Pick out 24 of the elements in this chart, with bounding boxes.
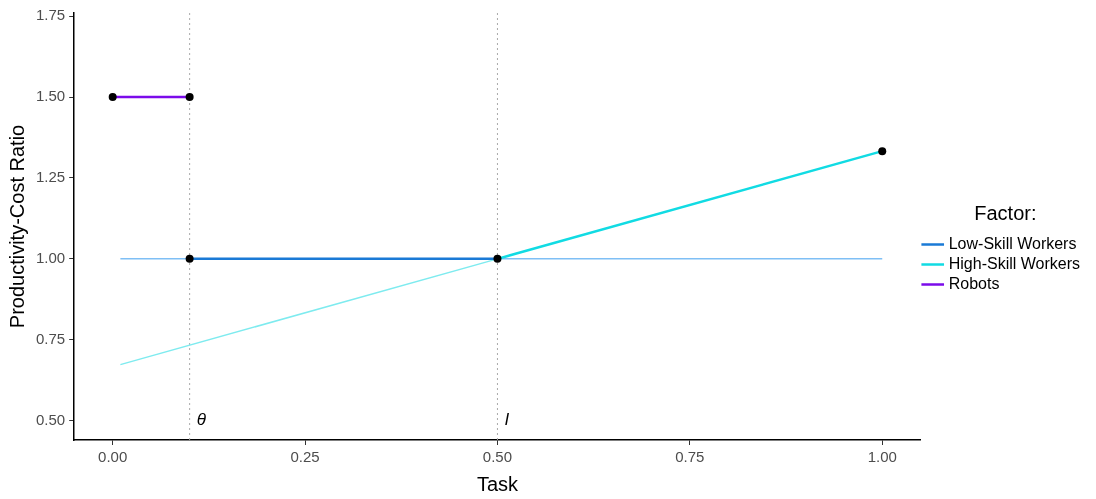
- x-tick-label: 1.00: [867, 448, 897, 466]
- y-tick-label: 0.50: [35, 410, 66, 428]
- y-tick-label: 1.75: [35, 6, 66, 24]
- y-tick-label: 0.75: [35, 329, 66, 347]
- legend-title: Factor:: [974, 202, 1037, 225]
- point: [108, 93, 117, 102]
- x-tick-label: 0.00: [98, 448, 128, 466]
- x-axis-title: Task: [476, 472, 520, 495]
- x-tick-label: 0.75: [675, 448, 705, 466]
- point: [493, 254, 502, 263]
- annotation: I: [504, 410, 510, 430]
- point: [185, 254, 194, 263]
- point: [878, 147, 887, 156]
- y-axis-title: Productivity-Cost Ratio: [5, 124, 28, 329]
- y-tick-label: 1.25: [35, 168, 66, 186]
- legend-label: High-Skill Workers: [948, 254, 1080, 272]
- y-tick-label: 1.50: [35, 87, 66, 105]
- legend-label: Robots: [948, 274, 1000, 292]
- point: [185, 93, 194, 102]
- x-tick-label: 0.50: [482, 448, 513, 466]
- x-tick-label: 0.25: [290, 448, 320, 466]
- annotation: θ: [196, 410, 207, 430]
- legend-label: Low-Skill Workers: [948, 234, 1077, 252]
- y-tick-label: 1.00: [35, 248, 66, 266]
